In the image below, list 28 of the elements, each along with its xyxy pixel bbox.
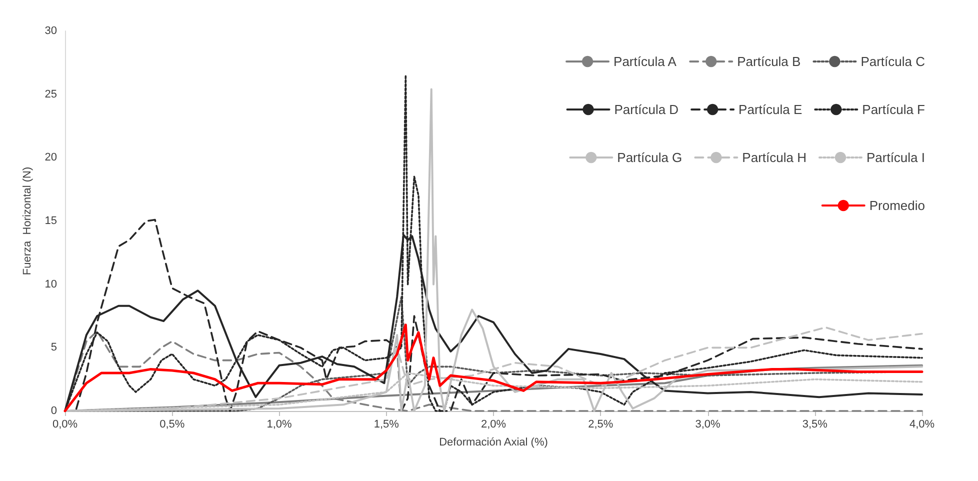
x-tick-label: 2,5% [588,418,614,430]
legend-label: Partícula E [738,102,802,117]
y-tick-label: 20 [44,152,57,164]
y-tick-label: 5 [50,342,57,354]
legend-label: Partícula I [866,150,926,165]
y-tick-label: 0 [50,405,57,417]
x-axis-title: Deformación Axial (%) [439,436,548,448]
legend-label: Partícula B [737,54,801,69]
legend-label: Promedio [869,198,926,213]
legend-label: Partícula C [860,54,926,69]
x-tick-label: 4,0% [909,418,935,430]
x-tick-label: 3,5% [802,418,828,430]
y-tick-label: 30 [44,25,57,37]
y-tick-label: 10 [44,278,57,290]
legend-label: Partícula H [742,150,806,165]
legend-label: Partícula A [614,54,677,69]
x-tick-label: 0,0% [52,418,78,430]
legend-label: Partícula G [617,150,682,165]
y-axis-title: Fuerza Horizontal (N) [22,166,34,276]
x-tick-label: 2,0% [480,418,506,430]
x-tick-label: 1,5% [374,418,400,430]
legend-label: Partícula F [862,102,926,117]
x-tick-label: 0,5% [160,418,185,430]
y-tick-label: 25 [44,88,57,100]
legend-label: Partícula D [614,102,679,117]
y-tick-label: 15 [44,215,57,227]
x-tick-label: 3,0% [695,418,720,430]
x-tick-label: 1,0% [266,418,292,430]
